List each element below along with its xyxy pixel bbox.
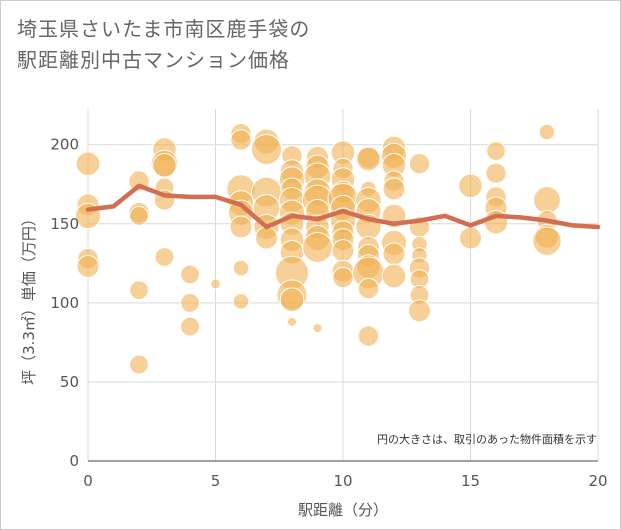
size-note: 円の大きさは、取引のあった物件面積を示す [377,432,597,446]
bubble-point [408,299,431,323]
bubble-point [154,247,175,267]
x-tick-label: 10 [333,472,352,490]
bubble-point [251,133,282,165]
bubble-point [357,325,380,347]
bubble-point [532,226,562,256]
bubble-point [255,226,278,250]
x-tick-label: 15 [461,472,480,490]
bubble-point [332,266,354,289]
bubble-point [312,323,323,334]
bubble-point [408,152,431,175]
y-tick-label: 0 [69,452,79,470]
bubble-point [232,292,250,310]
bubble-point [230,129,252,151]
bubble-point [382,177,406,201]
bubble-point [382,242,406,266]
x-tick-label: 20 [588,472,607,490]
bubble-point [486,141,506,161]
y-tick-label: 150 [50,215,79,233]
bubble-point [302,232,333,264]
bubble-point [459,226,482,250]
x-tick-label: 5 [211,472,221,490]
bubble-point [180,264,200,285]
bubble-point [381,263,407,289]
bubble-point [458,173,483,199]
y-axis-label: 坪（3.3㎡）単価（万円） [20,211,38,385]
bubble-point [286,316,298,327]
bubble-point [180,292,200,313]
bubble-point [279,287,305,312]
bubble-point [229,215,253,239]
title-line-1: 埼玉県さいたま市南区鹿手袋の [17,17,311,41]
bubble-point [533,186,561,214]
x-axis-label: 駅距離（分） [298,501,388,519]
bubble-point [76,254,100,278]
x-tick-label: 0 [83,472,93,490]
trend-line [85,183,601,230]
bubble-point [331,239,355,263]
y-tick-label: 100 [50,294,79,312]
bubble-point [129,205,149,226]
bubble-point [75,151,101,176]
title-line-2: 駅距離別中古マンション価格 [17,48,290,72]
bubble-layer [74,122,562,375]
y-tick-label: 50 [60,373,79,391]
bubble-point [356,146,381,172]
y-tick-label: 200 [50,136,79,154]
chart-title: 埼玉県さいたま市南区鹿手袋の 駅距離別中古マンション価格 [17,14,310,76]
bubble-point [485,162,507,184]
bubble-point [129,280,149,301]
bubble-point [538,123,556,141]
bubble-point [152,152,177,178]
bubble-point [357,277,380,300]
trend-line-layer [85,183,601,230]
bubble-point [129,354,149,375]
bubble-point [180,316,200,337]
bubble-point [210,278,221,290]
bubble-point [232,259,250,277]
